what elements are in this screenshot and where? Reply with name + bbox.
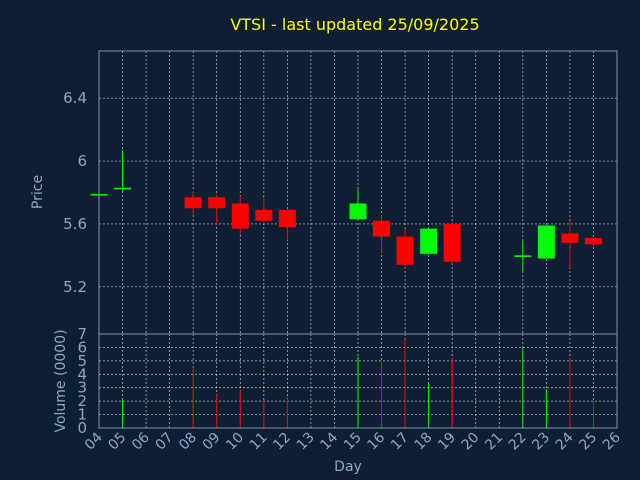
candle-body [349,203,367,220]
x-tick-label: 09 [200,430,224,454]
candle-body [208,197,226,209]
candle-body [255,209,273,221]
x-tick-label: 07 [153,430,177,454]
price-y-tick-label: 6.4 [63,89,87,107]
candle-body [537,225,555,259]
price-axis-label: Price [30,175,46,209]
x-tick-label: 22 [506,430,530,454]
x-tick-label: 18 [412,430,436,454]
x-tick-label: 17 [388,430,412,454]
x-tick-label: 13 [294,430,318,454]
volume-y-tick-label: 4 [77,365,87,383]
x-tick-label: 25 [576,430,600,454]
price-y-tick-label: 5.2 [63,278,87,296]
candle-body [561,233,579,243]
volume-y-tick-label: 6 [77,338,87,356]
price-panel: 5.2 5.6 6 6.4 [63,50,618,335]
price-y-tick-label: 5.6 [63,215,87,233]
volume-y-tick-label: 1 [77,406,87,424]
x-tick-label: 12 [270,430,294,454]
x-tick-label: 08 [176,430,200,454]
volume-plot-frame [98,333,618,429]
x-axis-label: Day [334,459,362,475]
candle-body [373,220,391,237]
x-tick-label: 19 [435,430,459,454]
x-tick-label: 20 [459,430,483,454]
candle-body [443,223,461,262]
x-tick-label: 26 [600,429,624,453]
price-y-tick-label: 6 [77,152,87,170]
x-tick-label: 11 [247,430,271,454]
x-tick-label: 23 [529,430,553,454]
x-tick-label: 16 [364,429,388,453]
volume-y-tick-label: 3 [77,379,87,397]
candle-body [584,238,602,245]
candle-body [514,255,532,257]
x-tick-label: 06 [129,429,153,453]
candle-body [278,209,296,228]
candle-body [231,203,249,229]
x-tick-label: 14 [317,429,341,453]
candle-body [184,197,202,209]
candle-body [396,236,414,265]
x-tick-label: 24 [553,429,577,453]
volume-y-tick-label: 5 [77,352,87,370]
volume-y-tick-label: 2 [77,392,87,410]
volume-y-tick-label: 7 [77,325,87,343]
x-tick-label: 21 [482,430,506,454]
chart-title: VTSI - last updated 25/09/2025 [230,15,479,34]
volume-y-tick-label: 0 [77,419,87,437]
volume-axis-label: Volume (0000) [53,329,69,432]
x-tick-label: 05 [105,430,129,454]
candle-body [420,228,438,254]
x-tick-label: 15 [341,430,365,454]
x-tick-label: 10 [223,430,247,454]
candle-body [114,187,132,190]
